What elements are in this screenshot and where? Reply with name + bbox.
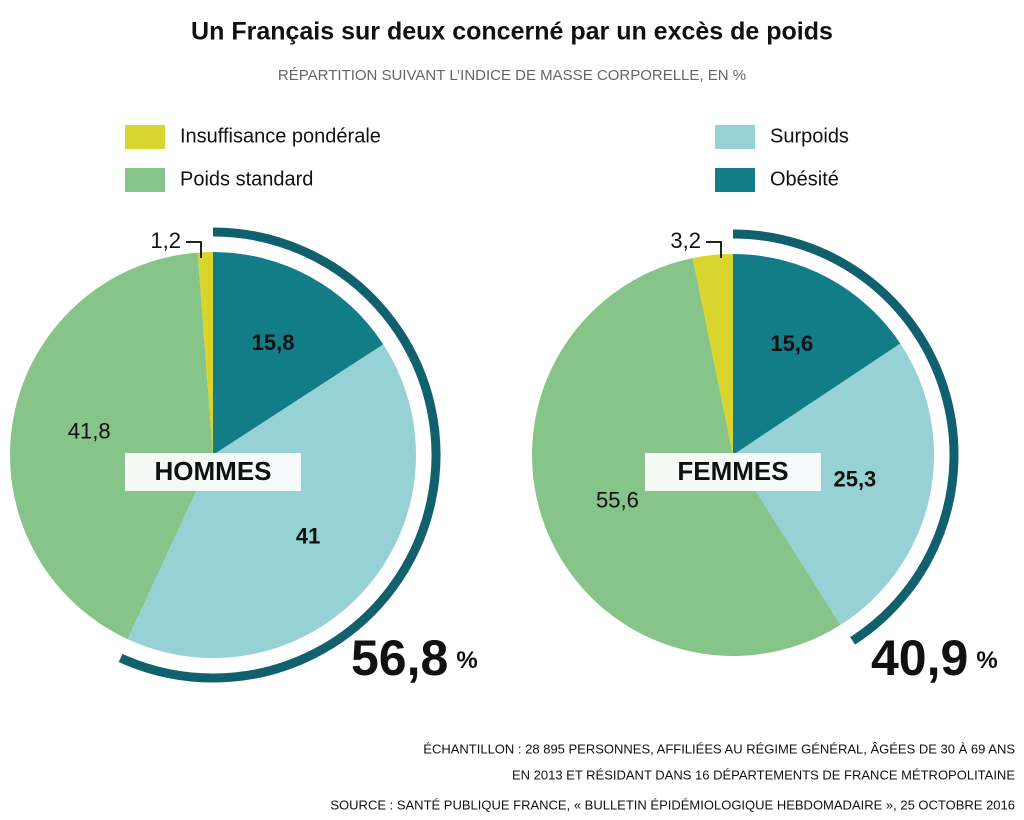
leader [706, 241, 722, 258]
legend-swatch [715, 125, 755, 149]
legend-swatch [715, 168, 755, 192]
pie-slice [197, 252, 213, 455]
total-label: 40,9% [871, 630, 998, 686]
total-unit: % [976, 647, 997, 674]
total-arc [732, 229, 959, 645]
pie-slice [213, 252, 384, 455]
leader [186, 241, 202, 258]
title: Un Français sur deux concerné par un exc… [191, 18, 833, 46]
total-value: 56,8 [351, 630, 448, 686]
pie-slice [127, 344, 417, 658]
value-label: 15,8 [252, 330, 295, 355]
note: EN 2013 ET RÉSIDANT DANS 16 DÉPARTEMENTS… [512, 767, 1015, 782]
legend-label: Insuffisance pondérale [180, 125, 381, 147]
total-arc [118, 227, 441, 683]
total-unit: % [456, 647, 477, 674]
note: ÉCHANTILLON : 28 895 PERSONNES, AFFILIÉE… [423, 741, 1015, 756]
subtitle: RÉPARTITION SUIVANT L’INDICE DE MASSE CO… [278, 67, 746, 84]
value-label: 55,6 [596, 487, 639, 512]
legend-swatch [125, 125, 165, 149]
value-label: 1,2 [150, 228, 181, 253]
legend-label: Poids standard [180, 168, 313, 190]
pie-slice [692, 254, 733, 455]
total-label: 56,8% [351, 630, 478, 686]
legend-label: Surpoids [770, 125, 849, 147]
note: SOURCE : SANTÉ PUBLIQUE FRANCE, « BULLET… [330, 797, 1015, 812]
value-label: 41,8 [68, 418, 111, 443]
value-label: 41 [296, 523, 320, 548]
legend-label: Obésité [770, 168, 839, 190]
label-box [645, 453, 821, 491]
legend-swatch [125, 168, 165, 192]
pie-label: HOMMES [155, 456, 272, 486]
value-label: 3,2 [670, 228, 701, 253]
total-value: 40,9 [871, 630, 968, 686]
pie-slice [733, 343, 935, 625]
value-label: 15,6 [770, 331, 813, 356]
label-box [125, 453, 301, 491]
value-label: 25,3 [833, 467, 876, 492]
pie-slice [733, 254, 901, 455]
pie-slice [9, 252, 214, 640]
pie-label: FEMMES [677, 456, 788, 486]
